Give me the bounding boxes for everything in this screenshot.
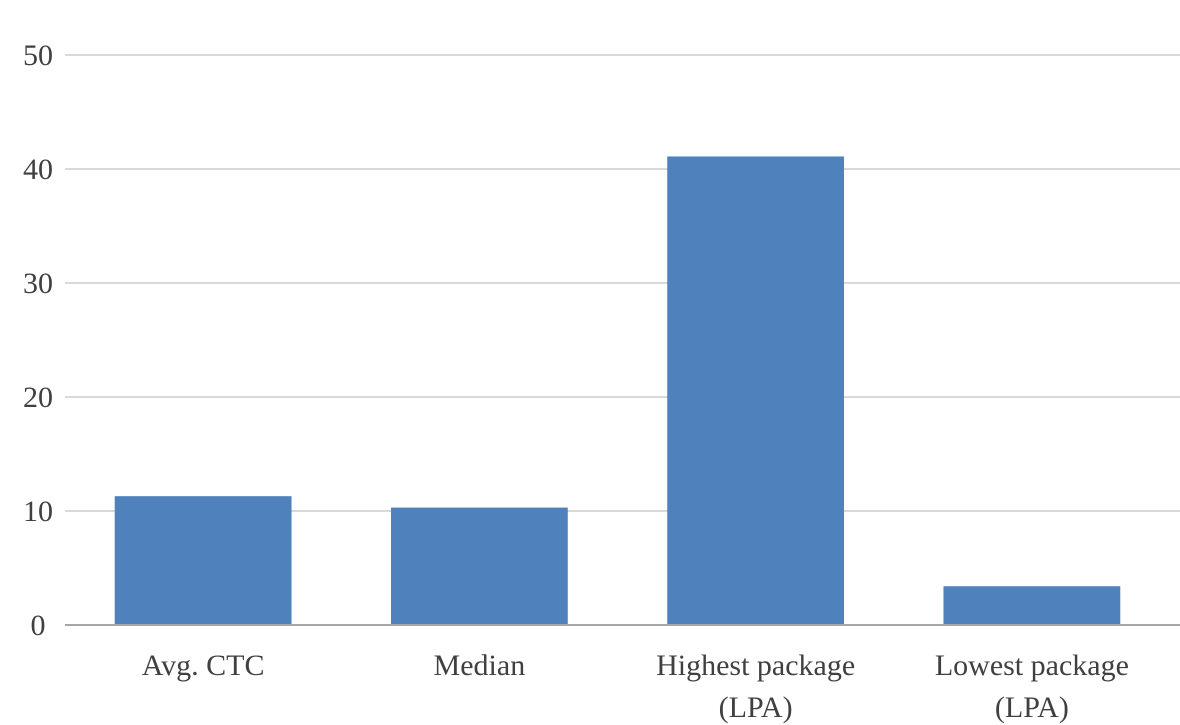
bars	[114, 156, 1121, 625]
category-labels: Avg. CTC Median Highest package (LPA) Lowest…	[142, 649, 1129, 724]
bar	[943, 586, 1121, 625]
gridlines	[65, 54, 1180, 512]
y-tick-label: 10	[23, 495, 53, 528]
bar	[390, 507, 568, 625]
y-tick-label: 30	[23, 267, 53, 300]
y-tick-label: 50	[23, 39, 53, 72]
bar	[114, 496, 292, 625]
y-tick-label: 40	[23, 153, 53, 186]
bar	[667, 156, 845, 625]
category-label: Avg. CTC	[142, 649, 265, 682]
category-label: Lowest package	[935, 649, 1129, 682]
category-label: Highest package	[656, 649, 855, 682]
y-tick-labels: 0 10 20 30 40 50	[23, 39, 53, 642]
y-tick-label: 20	[23, 381, 53, 414]
category-label: (LPA)	[995, 691, 1069, 724]
category-label: (LPA)	[719, 691, 793, 724]
category-label: Median	[434, 649, 526, 682]
y-tick-label: 0	[31, 609, 46, 642]
